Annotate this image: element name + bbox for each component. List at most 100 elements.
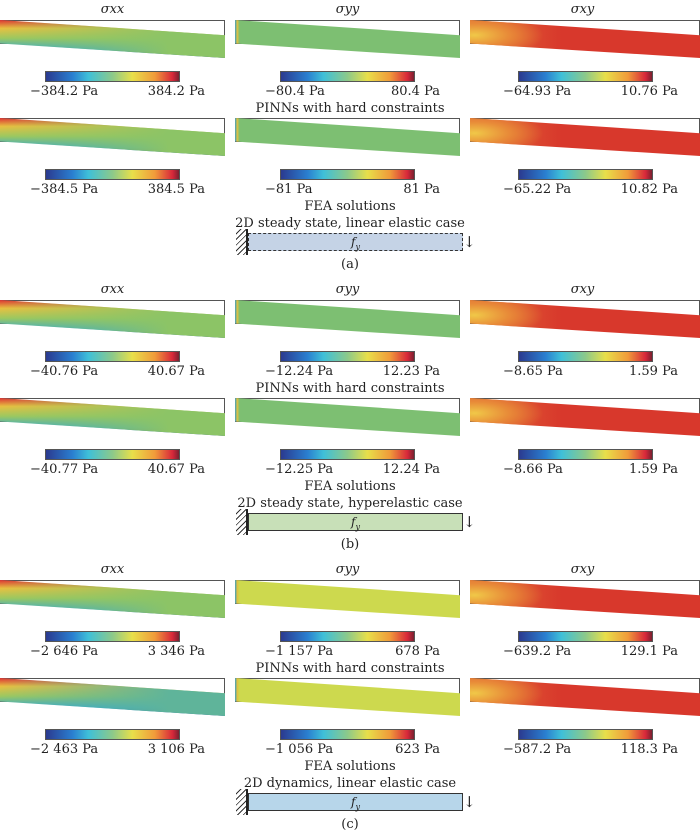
colorbar-max-label: 12.24 Pa xyxy=(382,462,440,477)
colorbar-min-label: −12.25 Pa xyxy=(265,462,334,477)
colorbar-min-label: −65.22 Pa xyxy=(503,182,572,197)
diagram-title: 2D steady state, hyperelastic case xyxy=(237,496,463,511)
colorbar-min-label: −8.66 Pa xyxy=(503,462,563,477)
row-caption: PINNs with hard constraints xyxy=(255,661,445,676)
colorbar xyxy=(280,71,415,82)
colorbar-min-label: −639.2 Pa xyxy=(503,644,572,659)
colorbar-max-label: 384.5 Pa xyxy=(147,182,205,197)
colorbar-min-label: −384.2 Pa xyxy=(30,84,99,99)
colorbar-max-label: 623 Pa xyxy=(395,742,440,757)
colorbar xyxy=(45,169,180,180)
stress-plot-xy xyxy=(470,20,700,58)
colorbar-max-label: 384.2 Pa xyxy=(147,84,205,99)
colorbar-min-label: −8.65 Pa xyxy=(503,364,563,379)
column-title: σyy xyxy=(335,2,360,17)
cantilever-beam: fy xyxy=(248,513,463,531)
stress-plot-xy xyxy=(470,580,700,618)
colorbar-max-label: 1.59 Pa xyxy=(629,462,678,477)
stress-plot-xx xyxy=(0,300,225,338)
colorbar xyxy=(280,729,415,740)
column-title: σxy xyxy=(570,562,595,577)
column-title: σyy xyxy=(335,282,360,297)
column-title: σxy xyxy=(570,282,595,297)
colorbar-max-label: 40.67 Pa xyxy=(147,462,205,477)
fixed-support-icon xyxy=(236,509,248,535)
colorbar-max-label: 678 Pa xyxy=(395,644,440,659)
colorbar xyxy=(518,729,653,740)
colorbar-min-label: −587.2 Pa xyxy=(503,742,572,757)
row-caption: FEA solutions xyxy=(304,479,396,494)
column-title: σxx xyxy=(100,2,125,17)
row-caption: FEA solutions xyxy=(304,199,396,214)
stress-plot-xy xyxy=(470,678,700,716)
stress-plot-xx xyxy=(0,580,225,618)
stress-plot-xy xyxy=(470,398,700,436)
load-subscript: y xyxy=(355,802,360,812)
stress-plot-yy xyxy=(235,20,460,58)
colorbar-min-label: −40.76 Pa xyxy=(30,364,99,379)
stress-plot-xx xyxy=(0,118,225,156)
column-title: σxx xyxy=(100,282,125,297)
subfigure-label: (b) xyxy=(340,537,360,552)
colorbar-min-label: −2 463 Pa xyxy=(30,742,99,757)
load-label: f xyxy=(351,795,356,809)
colorbar xyxy=(518,71,653,82)
colorbar xyxy=(45,71,180,82)
colorbar xyxy=(280,449,415,460)
stress-plot-xx xyxy=(0,20,225,58)
colorbar xyxy=(280,351,415,362)
stress-plot-xx xyxy=(0,678,225,716)
colorbar-max-label: 80.4 Pa xyxy=(391,84,440,99)
load-arrow-icon: ↓ xyxy=(463,513,476,531)
colorbar-min-label: −40.77 Pa xyxy=(30,462,99,477)
load-arrow-icon: ↓ xyxy=(463,233,476,251)
diagram-title: 2D steady state, linear elastic case xyxy=(235,216,465,231)
cantilever-beam: fy xyxy=(248,793,463,811)
colorbar xyxy=(280,631,415,642)
colorbar xyxy=(280,169,415,180)
subfigure-label: (c) xyxy=(341,817,359,830)
column-title: σxx xyxy=(100,562,125,577)
colorbar-min-label: −2 646 Pa xyxy=(30,644,99,659)
colorbar-max-label: 3 106 Pa xyxy=(147,742,205,757)
load-label: f xyxy=(351,235,356,249)
load-subscript: y xyxy=(355,522,360,532)
stress-plot-yy xyxy=(235,580,460,618)
colorbar xyxy=(518,449,653,460)
colorbar xyxy=(45,729,180,740)
colorbar xyxy=(45,351,180,362)
colorbar-min-label: −1 056 Pa xyxy=(265,742,334,757)
load-label: f xyxy=(351,515,356,529)
stress-plot-yy xyxy=(235,300,460,338)
stress-plot-xy xyxy=(470,300,700,338)
stress-plot-yy xyxy=(235,118,460,156)
column-title: σxy xyxy=(570,2,595,17)
fixed-support-icon xyxy=(236,229,248,255)
colorbar-min-label: −81 Pa xyxy=(265,182,313,197)
cantilever-beam: fy xyxy=(248,233,463,251)
row-caption: PINNs with hard constraints xyxy=(255,101,445,116)
fixed-support-icon xyxy=(236,789,248,815)
colorbar-max-label: 81 Pa xyxy=(403,182,440,197)
load-subscript: y xyxy=(355,242,360,252)
colorbar-max-label: 10.82 Pa xyxy=(620,182,678,197)
colorbar-min-label: −384.5 Pa xyxy=(30,182,99,197)
stress-plot-xy xyxy=(470,118,700,156)
colorbar xyxy=(45,449,180,460)
colorbar-max-label: 40.67 Pa xyxy=(147,364,205,379)
colorbar-min-label: −64.93 Pa xyxy=(503,84,572,99)
diagram-title: 2D dynamics, linear elastic case xyxy=(243,776,457,791)
colorbar xyxy=(518,351,653,362)
colorbar-min-label: −80.4 Pa xyxy=(265,84,325,99)
colorbar-max-label: 1.59 Pa xyxy=(629,364,678,379)
row-caption: FEA solutions xyxy=(304,759,396,774)
colorbar-max-label: 12.23 Pa xyxy=(382,364,440,379)
stress-plot-yy xyxy=(235,398,460,436)
load-arrow-icon: ↓ xyxy=(463,793,476,811)
colorbar-min-label: −1 157 Pa xyxy=(265,644,334,659)
colorbar-min-label: −12.24 Pa xyxy=(265,364,334,379)
colorbar-max-label: 118.3 Pa xyxy=(620,742,678,757)
stress-plot-xx xyxy=(0,398,225,436)
column-title: σyy xyxy=(335,562,360,577)
